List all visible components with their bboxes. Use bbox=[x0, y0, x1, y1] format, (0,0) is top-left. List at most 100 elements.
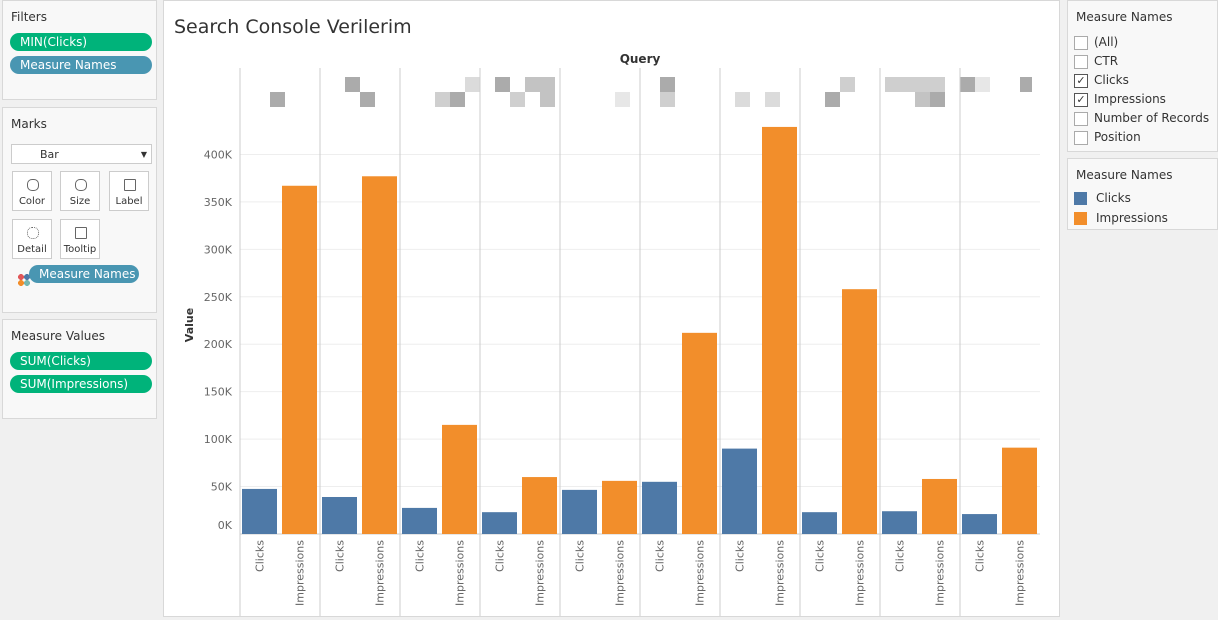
column-header: Query bbox=[620, 52, 661, 66]
x-tick-label: Clicks bbox=[974, 540, 987, 572]
detail-button[interactable]: Detail bbox=[12, 219, 52, 259]
checkbox: ✓ bbox=[1074, 93, 1088, 107]
legend-label: Clicks bbox=[1096, 191, 1131, 205]
y-tick-label: 100K bbox=[204, 433, 233, 446]
view: Search Console Verilerim Query Value 0K 5… bbox=[163, 0, 1060, 617]
mark-type-dropdown[interactable]: Bar ▼ bbox=[11, 144, 152, 164]
pill[interactable]: Measure Names bbox=[10, 56, 152, 74]
bar bbox=[882, 511, 917, 534]
bar bbox=[962, 514, 997, 534]
legend-card: Measure Names Clicks Impressions bbox=[1067, 158, 1218, 230]
bar bbox=[482, 512, 517, 534]
y-tick-label: 350K bbox=[204, 196, 233, 209]
x-tick-label: Impressions bbox=[1014, 540, 1027, 606]
x-tick-label: Clicks bbox=[814, 540, 827, 572]
bar bbox=[842, 289, 877, 534]
chart-title: Search Console Verilerim bbox=[174, 16, 412, 38]
color-button[interactable]: Color bbox=[12, 171, 52, 211]
button-label: Tooltip bbox=[63, 244, 97, 255]
bar bbox=[562, 489, 597, 534]
x-tick-label: Impressions bbox=[534, 540, 547, 606]
bar bbox=[802, 512, 837, 534]
filter-label: Number of Records bbox=[1094, 111, 1210, 125]
bar bbox=[362, 176, 397, 534]
bar bbox=[322, 496, 357, 534]
bar bbox=[1002, 447, 1037, 534]
filter-label: Impressions bbox=[1094, 92, 1166, 106]
button-label: Label bbox=[115, 196, 143, 207]
button-label: Detail bbox=[17, 244, 47, 255]
x-tick-label: Clicks bbox=[894, 540, 907, 572]
redacted-query-labels bbox=[270, 77, 1032, 107]
bar bbox=[602, 480, 637, 534]
filter-label: Position bbox=[1094, 130, 1141, 144]
pill[interactable]: Measure Names bbox=[29, 265, 139, 283]
card-title: Measure Names bbox=[1076, 168, 1173, 182]
pill[interactable]: SUM(Clicks) bbox=[10, 352, 152, 370]
card-title: Measure Values bbox=[11, 329, 106, 343]
x-tick-label: Clicks bbox=[574, 540, 587, 572]
y-tick-label: 0K bbox=[218, 519, 233, 532]
y-tick-label: 150K bbox=[204, 386, 233, 399]
bar bbox=[682, 332, 717, 534]
label-button[interactable]: Label bbox=[109, 171, 149, 211]
size-button[interactable]: Size bbox=[60, 171, 100, 211]
bar bbox=[282, 185, 317, 534]
filter-item[interactable]: ✓ Impressions bbox=[1074, 90, 1166, 109]
x-tick-label: Impressions bbox=[294, 540, 307, 606]
legend-swatch bbox=[1074, 212, 1087, 225]
x-tick-label: Clicks bbox=[494, 540, 507, 572]
legend-label: Impressions bbox=[1096, 211, 1168, 225]
filter-item[interactable]: Position bbox=[1074, 128, 1141, 147]
bar bbox=[722, 448, 757, 534]
x-tick-label: Impressions bbox=[774, 540, 787, 606]
checkbox bbox=[1074, 36, 1088, 50]
filter-item[interactable]: CTR bbox=[1074, 52, 1118, 71]
y-tick-label: 400K bbox=[204, 148, 233, 161]
x-tick-label: Impressions bbox=[374, 540, 387, 606]
button-label: Size bbox=[69, 196, 91, 207]
checkbox bbox=[1074, 112, 1088, 126]
card-title: Measure Names bbox=[1076, 10, 1173, 24]
filter-label: Clicks bbox=[1094, 73, 1129, 87]
checkbox bbox=[1074, 55, 1088, 69]
card-title: Filters bbox=[11, 10, 47, 24]
x-tick-label: Impressions bbox=[934, 540, 947, 606]
tooltip-button[interactable]: Tooltip bbox=[60, 219, 100, 259]
legend-swatch bbox=[1074, 192, 1087, 205]
checkbox: ✓ bbox=[1074, 74, 1088, 88]
x-tick-label: Impressions bbox=[614, 540, 627, 606]
checkbox bbox=[1074, 131, 1088, 145]
filter-item[interactable]: (All) bbox=[1074, 33, 1118, 52]
bar bbox=[442, 424, 477, 534]
button-label: Color bbox=[18, 196, 46, 207]
chart: Search Console Verilerim Query Value 0K 5… bbox=[174, 16, 1040, 617]
x-tick-label: Clicks bbox=[414, 540, 427, 572]
y-tick-label: 250K bbox=[204, 291, 233, 304]
y-tick-label: 50K bbox=[211, 481, 233, 494]
marks-card: Marks Bar ▼ Color Size Label Detail Toolt… bbox=[2, 107, 157, 313]
filter-item[interactable]: ✓ Clicks bbox=[1074, 71, 1129, 90]
measure-filter-card: Measure Names (All) CTR ✓ Clicks ✓ Impression… bbox=[1067, 0, 1218, 152]
legend-item: Clicks bbox=[1074, 189, 1131, 208]
bar bbox=[242, 488, 277, 534]
bar bbox=[922, 478, 957, 534]
x-tick-label: Clicks bbox=[334, 540, 347, 572]
legend-item: Impressions bbox=[1074, 209, 1168, 228]
mark-type: Bar bbox=[40, 148, 59, 161]
dropdown-arrow: ▼ bbox=[140, 150, 147, 159]
x-tick-label: Clicks bbox=[254, 540, 267, 572]
filter-item[interactable]: Number of Records bbox=[1074, 109, 1209, 128]
pill[interactable]: SUM(Impressions) bbox=[10, 375, 152, 393]
y-tick-label: 200K bbox=[204, 338, 233, 351]
y-tick-label: 300K bbox=[204, 243, 233, 256]
card-title: Marks bbox=[11, 117, 47, 131]
x-tick-label: Clicks bbox=[734, 540, 747, 572]
x-tick-label: Impressions bbox=[854, 540, 867, 606]
pill[interactable]: MIN(Clicks) bbox=[10, 33, 152, 51]
x-tick-label: Impressions bbox=[694, 540, 707, 606]
bar bbox=[762, 126, 797, 534]
measure-values-card: Measure Values SUM(Clicks) SUM(Impressio… bbox=[2, 319, 157, 419]
bar bbox=[642, 481, 677, 534]
